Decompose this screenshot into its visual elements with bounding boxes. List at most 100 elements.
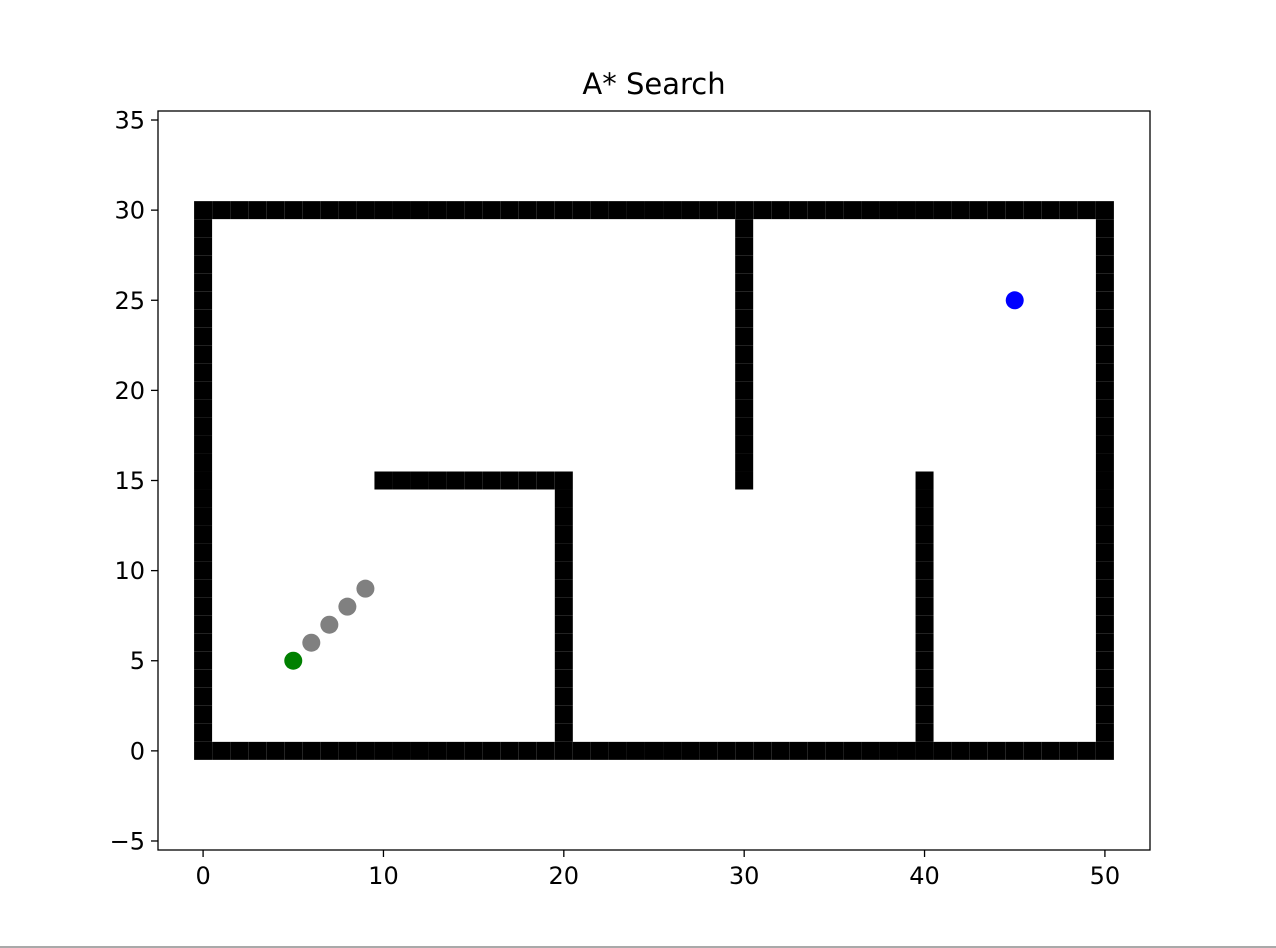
obstacle-point bbox=[194, 471, 213, 490]
obstacle-point bbox=[699, 201, 718, 220]
obstacle-point bbox=[518, 741, 537, 760]
obstacle-point bbox=[699, 741, 718, 760]
obstacle-point bbox=[915, 471, 934, 490]
obstacle-point bbox=[464, 471, 483, 490]
obstacle-point bbox=[338, 201, 357, 220]
obstacle-point bbox=[554, 687, 573, 706]
visited-point bbox=[302, 633, 321, 652]
obstacle-point bbox=[194, 345, 213, 364]
obstacle-point bbox=[212, 201, 231, 220]
obstacle-point bbox=[915, 579, 934, 598]
obstacle-point bbox=[608, 201, 627, 220]
obstacle-point bbox=[392, 471, 411, 490]
obstacle-point bbox=[554, 633, 573, 652]
y-tick-label: 5 bbox=[130, 647, 145, 675]
x-tick-label: 50 bbox=[1090, 862, 1121, 890]
obstacle-point bbox=[302, 201, 321, 220]
obstacle-point bbox=[554, 579, 573, 598]
obstacle-point bbox=[879, 201, 898, 220]
obstacle-point bbox=[915, 597, 934, 616]
obstacle-point bbox=[482, 741, 501, 760]
obstacle-point bbox=[1095, 489, 1114, 508]
obstacle-point bbox=[789, 741, 808, 760]
obstacle-point bbox=[554, 741, 573, 760]
obstacle-point bbox=[951, 741, 970, 760]
obstacle-point bbox=[915, 561, 934, 580]
obstacle-point bbox=[1077, 201, 1096, 220]
obstacle-point bbox=[248, 741, 267, 760]
obstacle-point bbox=[554, 525, 573, 544]
obstacle-point bbox=[843, 201, 862, 220]
obstacle-point bbox=[915, 723, 934, 742]
obstacle-point bbox=[518, 471, 537, 490]
obstacle-point bbox=[554, 669, 573, 688]
obstacle-point bbox=[464, 201, 483, 220]
obstacle-point bbox=[915, 489, 934, 508]
obstacle-point bbox=[266, 741, 285, 760]
x-tick-label: 40 bbox=[909, 862, 940, 890]
obstacle-point bbox=[554, 489, 573, 508]
obstacle-point bbox=[861, 741, 880, 760]
obstacle-point bbox=[915, 615, 934, 634]
obstacle-point bbox=[194, 435, 213, 454]
visited-point bbox=[338, 597, 357, 616]
obstacle-point bbox=[284, 201, 303, 220]
obstacle-point bbox=[590, 201, 609, 220]
obstacle-point bbox=[1095, 597, 1114, 616]
obstacle-point bbox=[1095, 291, 1114, 310]
obstacle-point bbox=[735, 237, 754, 256]
obstacle-point bbox=[1095, 363, 1114, 382]
obstacle-point bbox=[1095, 579, 1114, 598]
obstacle-point bbox=[1095, 381, 1114, 400]
obstacle-point bbox=[266, 201, 285, 220]
obstacle-point bbox=[194, 291, 213, 310]
obstacle-point bbox=[482, 201, 501, 220]
obstacle-point bbox=[554, 597, 573, 616]
obstacle-point bbox=[897, 741, 916, 760]
obstacle-point bbox=[1095, 651, 1114, 670]
obstacle-point bbox=[1095, 435, 1114, 454]
obstacle-point bbox=[194, 741, 213, 760]
obstacle-point bbox=[554, 471, 573, 490]
window-bottom-edge bbox=[0, 946, 1276, 948]
obstacle-point bbox=[194, 705, 213, 724]
obstacle-point bbox=[356, 741, 375, 760]
obstacle-point bbox=[428, 741, 447, 760]
obstacle-point bbox=[897, 201, 916, 220]
obstacle-point bbox=[735, 399, 754, 418]
obstacle-point bbox=[230, 201, 249, 220]
obstacle-point bbox=[1095, 453, 1114, 472]
obstacle-point bbox=[735, 291, 754, 310]
obstacle-point bbox=[194, 651, 213, 670]
obstacle-point bbox=[1059, 741, 1078, 760]
obstacle-point bbox=[248, 201, 267, 220]
obstacle-point bbox=[194, 543, 213, 562]
obstacle-point bbox=[807, 201, 826, 220]
obstacle-point bbox=[771, 201, 790, 220]
obstacle-point bbox=[608, 741, 627, 760]
plot-area bbox=[194, 201, 1114, 760]
x-tick-label: 30 bbox=[729, 862, 760, 890]
obstacle-point bbox=[554, 507, 573, 526]
obstacle-point bbox=[1095, 273, 1114, 292]
obstacle-point bbox=[320, 201, 339, 220]
obstacle-point bbox=[717, 741, 736, 760]
obstacle-point bbox=[194, 417, 213, 436]
obstacle-point bbox=[681, 201, 700, 220]
obstacle-point bbox=[915, 669, 934, 688]
obstacle-point bbox=[735, 453, 754, 472]
obstacle-point bbox=[987, 741, 1006, 760]
obstacle-point bbox=[681, 741, 700, 760]
obstacle-point bbox=[626, 741, 645, 760]
obstacle-point bbox=[536, 201, 555, 220]
obstacle-point bbox=[1077, 741, 1096, 760]
obstacle-point bbox=[735, 345, 754, 364]
obstacle-point bbox=[194, 615, 213, 634]
obstacle-point bbox=[194, 363, 213, 382]
obstacle-point bbox=[194, 399, 213, 418]
obstacle-point bbox=[735, 273, 754, 292]
obstacle-point bbox=[1095, 543, 1114, 562]
obstacle-point bbox=[572, 741, 591, 760]
obstacle-point bbox=[1095, 309, 1114, 328]
